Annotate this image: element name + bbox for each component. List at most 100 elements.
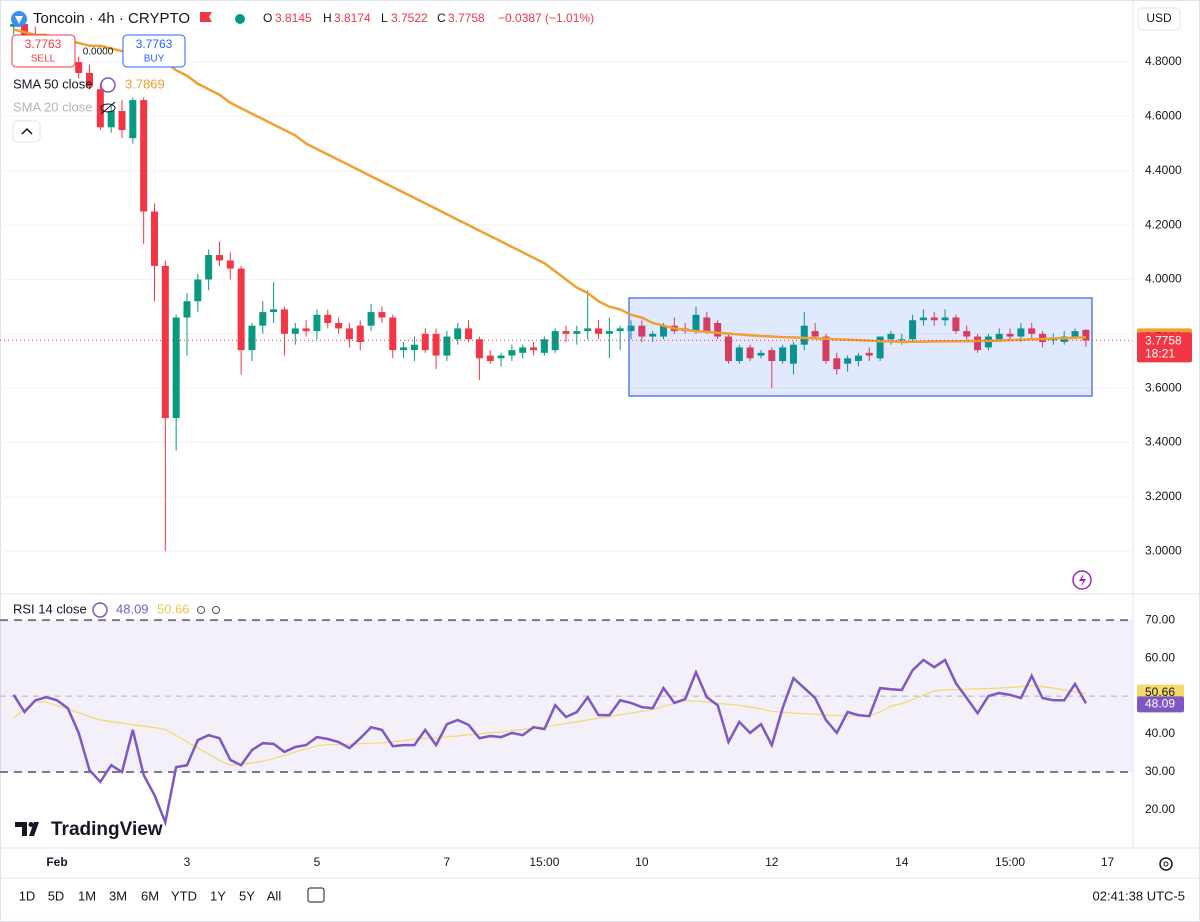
candle-body (497, 355, 505, 359)
time-tick-label: 7 (444, 855, 451, 869)
collapse-icon (21, 127, 33, 135)
candle-body (757, 352, 765, 356)
sma20-legend[interactable]: SMA 20 close (13, 99, 93, 114)
status-dot (235, 14, 245, 24)
candle-body (1006, 333, 1014, 337)
candle-body (345, 328, 353, 340)
rsi-tick-label: 70.00 (1145, 612, 1175, 626)
buy-price[interactable]: 3.7763 (136, 37, 173, 51)
candle-body (595, 328, 603, 334)
time-tick-label: 15:00 (529, 855, 559, 869)
rsi-axis-tag (1137, 696, 1184, 713)
candle-body (909, 320, 917, 340)
candle-body (822, 336, 830, 362)
candle-body (248, 325, 256, 351)
candle-body (1017, 328, 1025, 337)
candle-body (410, 344, 418, 351)
candle-body (475, 339, 483, 359)
rsi-tick-label: 20.00 (1145, 802, 1175, 816)
sell-label[interactable]: SELL (31, 54, 56, 65)
rsi-ma-value: 50.66 (157, 601, 190, 616)
currency-label[interactable]: USD (1146, 11, 1172, 25)
price-tick-label: 4.6000 (1145, 109, 1182, 123)
candle-body (779, 347, 787, 362)
candle-body (800, 325, 808, 345)
ohlc-close: 3.7758 (448, 11, 485, 25)
period-button[interactable]: 1M (78, 888, 96, 903)
countdown: 18:21 (1145, 347, 1175, 361)
period-button[interactable]: 5Y (239, 888, 255, 903)
time-tick-label: 3 (184, 855, 191, 869)
candle-body (540, 339, 548, 353)
ohlc-c: C (437, 11, 446, 25)
clock: 02:41:38 UTC-5 (1093, 888, 1186, 903)
axis-settings[interactable] (1159, 857, 1173, 871)
symbol-title[interactable]: Toncoin · 4h · CRYPTO (33, 10, 190, 27)
candle-body (876, 336, 884, 359)
candle-body (237, 268, 245, 351)
rsi-legend[interactable]: RSI 14 close (13, 601, 87, 616)
candle-body (443, 336, 451, 356)
ohlc-o: O (263, 11, 272, 25)
candle-body (551, 331, 559, 351)
candle-body (898, 339, 906, 341)
period-button[interactable]: 1Y (210, 888, 226, 903)
candle-body (508, 350, 516, 356)
ohlc-change: −0.0387 (−1.01%) (498, 11, 594, 25)
buy-label[interactable]: BUY (144, 54, 165, 65)
overlay-layer (0, 28, 1133, 827)
candle-body (259, 312, 267, 326)
ohlc-open: 3.8145 (275, 11, 312, 25)
flag-icon[interactable] (200, 12, 212, 22)
hidden-icon[interactable] (100, 103, 116, 113)
rsi-ma-line (13, 684, 1086, 766)
candle-body (995, 333, 1003, 340)
buy-button[interactable] (122, 34, 186, 68)
ohlc-h: H (323, 11, 332, 25)
candle-body (226, 260, 234, 269)
candle-body (118, 110, 126, 131)
rsi-value: 48.09 (116, 601, 149, 616)
candle-body (1082, 329, 1090, 341)
rsi-tick-label: 60.00 (1145, 650, 1175, 664)
candle-body (194, 279, 202, 302)
candle-body (919, 317, 927, 321)
candle-body (605, 331, 613, 334)
axis-settings-core (1163, 861, 1169, 867)
rsi-settings-icon[interactable] (92, 602, 108, 618)
rsi-tick-label: 40.00 (1145, 726, 1175, 740)
candle-body (638, 325, 646, 337)
time-tick-label: 10 (635, 855, 649, 869)
candle-body (86, 72, 94, 87)
candle-body (140, 100, 148, 212)
logo-dot (28, 822, 34, 827)
sma50-legend[interactable]: SMA 50 close (13, 76, 93, 91)
time-tick-label: Feb (46, 855, 67, 869)
candle-body (703, 317, 711, 332)
drawing-rectangle[interactable] (628, 297, 1093, 397)
sell-price[interactable]: 3.7763 (25, 37, 62, 51)
period-button[interactable]: 6M (141, 888, 159, 903)
period-button[interactable]: YTD (171, 888, 197, 903)
candle-body (789, 344, 797, 364)
candle-body (768, 350, 776, 362)
candle-body (941, 317, 949, 321)
price-tick-label: 4.2000 (1145, 217, 1182, 231)
currency-button[interactable] (1137, 7, 1181, 31)
collapse-button[interactable] (12, 120, 41, 143)
rsi-line (12, 658, 1087, 827)
candle-body (963, 331, 971, 337)
sma50-value: 3.7869 (125, 76, 165, 91)
date-range-button[interactable] (307, 887, 325, 903)
period-button[interactable]: 5D (48, 888, 65, 903)
period-button[interactable]: All (267, 888, 282, 903)
candle-body (573, 331, 581, 334)
period-button[interactable]: 3M (109, 888, 127, 903)
settings-icon[interactable] (100, 77, 116, 93)
candle-body (172, 317, 180, 419)
sell-button[interactable] (11, 34, 76, 68)
period-button[interactable]: 1D (19, 888, 36, 903)
candle-body (616, 328, 624, 332)
time-tick-label: 15:00 (995, 855, 1025, 869)
alert-icon[interactable] (1072, 570, 1092, 590)
